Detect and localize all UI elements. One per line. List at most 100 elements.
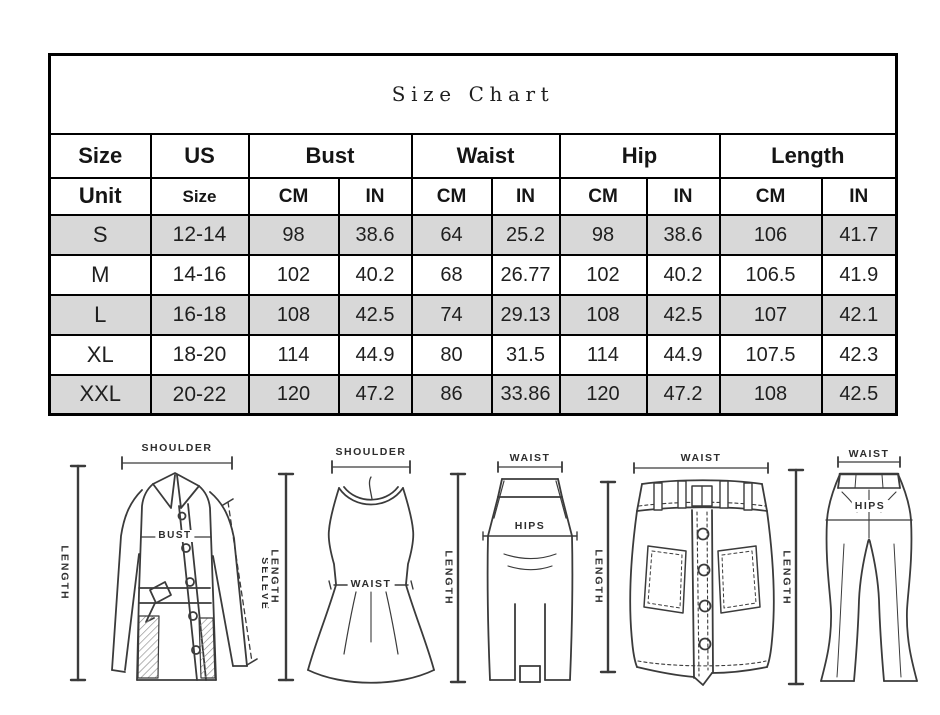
pencil-skirt-drawing [449, 461, 578, 684]
header-cell-us: US [149, 132, 250, 179]
unit-cell: CM [558, 176, 648, 216]
page-title: Size Chart [48, 53, 898, 135]
button-skirt-waist-label: WAIST [677, 452, 725, 465]
table-cell: 47.2 [645, 373, 721, 416]
size-chart-table: Size Chart Size US Bust Waist Hip Length… [48, 53, 899, 416]
unit-cell: IN [490, 176, 561, 216]
button-skirt-length-label: LENGTH [592, 546, 605, 608]
table-cell: 44.9 [645, 333, 721, 376]
table-cell: S [48, 213, 152, 256]
length-measure-line [277, 472, 295, 682]
table-cell: 42.3 [820, 333, 898, 376]
table-cell: 25.2 [490, 213, 561, 256]
jacket-length-label: LENGTH [58, 542, 71, 604]
shoulder-measure-line [121, 456, 233, 470]
unit-cell: CM [247, 176, 340, 216]
table-cell: 114 [247, 333, 340, 376]
table-cell: 114 [558, 333, 648, 376]
table-cell: 108 [247, 293, 340, 336]
figure-jacket: SHOULDER BUST LENGTH SELEVE [58, 442, 271, 697]
table-cell: 98 [247, 213, 340, 256]
table-cell: 33.86 [490, 373, 561, 416]
table-cell: 14-16 [149, 253, 250, 296]
unit-cell: IN [645, 176, 721, 216]
dress-length-label: LENGTH [268, 546, 281, 608]
table-cell: 98 [558, 213, 648, 256]
table-cell: 74 [410, 293, 493, 336]
waist-measure-line [837, 456, 901, 468]
unit-cell: Size [149, 176, 250, 216]
table-cell: 38.6 [645, 213, 721, 256]
table-cell: 108 [718, 373, 823, 416]
pants-drawing [787, 456, 918, 686]
unit-cell: IN [820, 176, 898, 216]
unit-cell: CM [410, 176, 493, 216]
table-row-xl: XL 18-20 114 44.9 80 31.5 114 44.9 107.5… [48, 333, 898, 376]
table-cell: 47.2 [337, 373, 413, 416]
header-group-row: Size US Bust Waist Hip Length [48, 132, 898, 179]
table-cell: 38.6 [337, 213, 413, 256]
header-cell-waist: Waist [410, 132, 561, 179]
unit-cell: Unit [48, 176, 152, 216]
table-cell: 26.77 [490, 253, 561, 296]
dress-drawing [277, 460, 435, 684]
table-row-m: M 14-16 102 40.2 68 26.77 102 40.2 106.5… [48, 253, 898, 296]
table-cell: 16-18 [149, 293, 250, 336]
pencil-skirt-waist-label: WAIST [506, 452, 554, 465]
pants-hips-label: HIPS [851, 500, 889, 513]
pants-length-label: LENGTH [780, 547, 793, 609]
header-cell-size: Size [48, 132, 152, 179]
jacket-shoulder-label: SHOULDER [138, 442, 216, 455]
table-cell: 102 [247, 253, 340, 296]
table-cell: 40.2 [337, 253, 413, 296]
unit-cell: CM [718, 176, 823, 216]
figure-pencil-skirt: WAIST HIPS LENGTH [442, 452, 592, 690]
title-row: Size Chart [48, 53, 898, 135]
table-cell: 86 [410, 373, 493, 416]
figure-dress: SHOULDER WAIST LENGTH [268, 446, 446, 694]
table-cell: 64 [410, 213, 493, 256]
table-cell: 80 [410, 333, 493, 376]
sleeve-measure-line [222, 498, 258, 666]
table-cell: 41.9 [820, 253, 898, 296]
table-cell: 29.13 [490, 293, 561, 336]
table-cell: 18-20 [149, 333, 250, 376]
table-cell: 107.5 [718, 333, 823, 376]
length-measure-line [69, 464, 87, 682]
table-cell: 107 [718, 293, 823, 336]
header-cell-bust: Bust [247, 132, 413, 179]
dress-waist-label: WAIST [347, 578, 395, 591]
table-row-xxl: XXL 20-22 120 47.2 86 33.86 120 47.2 108… [48, 373, 898, 416]
shoulder-measure-line [331, 460, 411, 474]
waist-measure-line [633, 462, 769, 474]
button-skirt-drawing [599, 462, 775, 686]
table-cell: 20-22 [149, 373, 250, 416]
table-cell: 42.5 [645, 293, 721, 336]
pencil-skirt-hips-label: HIPS [511, 520, 549, 533]
table-cell: 40.2 [645, 253, 721, 296]
header-cell-length: Length [718, 132, 898, 179]
length-measure-line [787, 468, 805, 686]
table-cell: XXL [48, 373, 152, 416]
pants-waist-label: WAIST [845, 448, 893, 461]
table-cell: 106 [718, 213, 823, 256]
unit-header-row: Unit Size CM IN CM IN CM IN CM IN [48, 176, 898, 216]
table-cell: 68 [410, 253, 493, 296]
table-cell: 102 [558, 253, 648, 296]
header-cell-hip: Hip [558, 132, 721, 179]
table-cell: M [48, 253, 152, 296]
table-cell: XL [48, 333, 152, 376]
length-measure-line [599, 480, 617, 674]
unit-cell: IN [337, 176, 413, 216]
table-cell: 120 [247, 373, 340, 416]
table-cell: 41.7 [820, 213, 898, 256]
table-cell: 42.5 [820, 373, 898, 416]
jacket-drawing [69, 456, 258, 682]
table-cell: 12-14 [149, 213, 250, 256]
table-cell: 108 [558, 293, 648, 336]
table-row-s: S 12-14 98 38.6 64 25.2 98 38.6 106 41.7 [48, 213, 898, 256]
jacket-bust-label: BUST [155, 530, 195, 542]
figure-button-skirt: WAIST LENGTH [592, 450, 782, 690]
table-cell: L [48, 293, 152, 336]
